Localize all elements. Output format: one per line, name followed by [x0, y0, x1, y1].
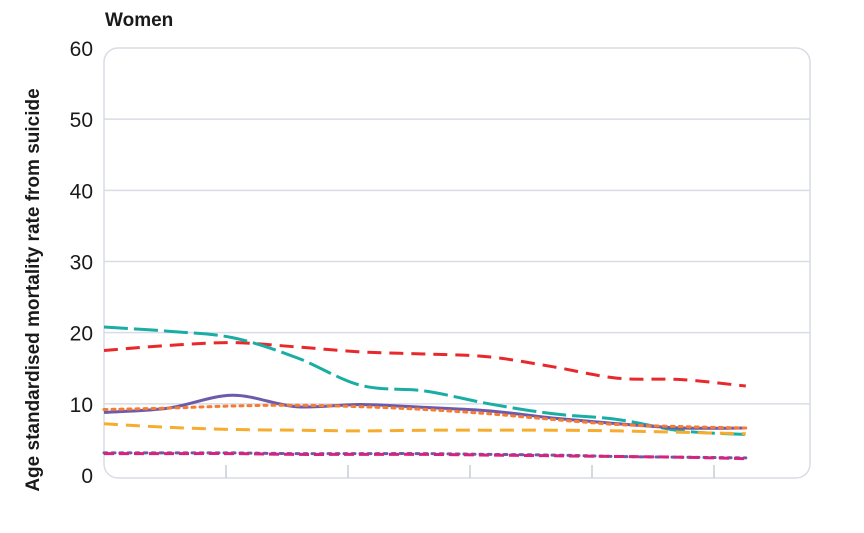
y-tick-label: 60: [70, 38, 93, 61]
x-axis-ticks: [225, 465, 715, 478]
y-tick-label: 30: [70, 252, 93, 275]
series-line-5: [103, 422, 746, 436]
series-line-2: [103, 325, 746, 436]
y-tick-label: 40: [70, 180, 93, 203]
plot-frame: [103, 47, 811, 479]
y-tick-label: 10: [70, 394, 93, 417]
y-axis-tick-labels: 0 10 20 30 40 50 60: [70, 38, 93, 488]
y-tick-label: 20: [70, 323, 93, 346]
y-tick-label: 0: [81, 465, 93, 488]
y-tick-label: 50: [70, 109, 93, 132]
y-axis-label: Age standardised mortality rate from sui…: [23, 88, 44, 491]
gridlines: [104, 118, 810, 405]
series-line-3: [103, 393, 746, 430]
series-line-4: [102, 403, 748, 430]
series-lines: [102, 325, 748, 461]
series-line-7: [104, 452, 746, 461]
chart-title: Women: [105, 10, 173, 31]
series-line-1: [103, 341, 746, 388]
